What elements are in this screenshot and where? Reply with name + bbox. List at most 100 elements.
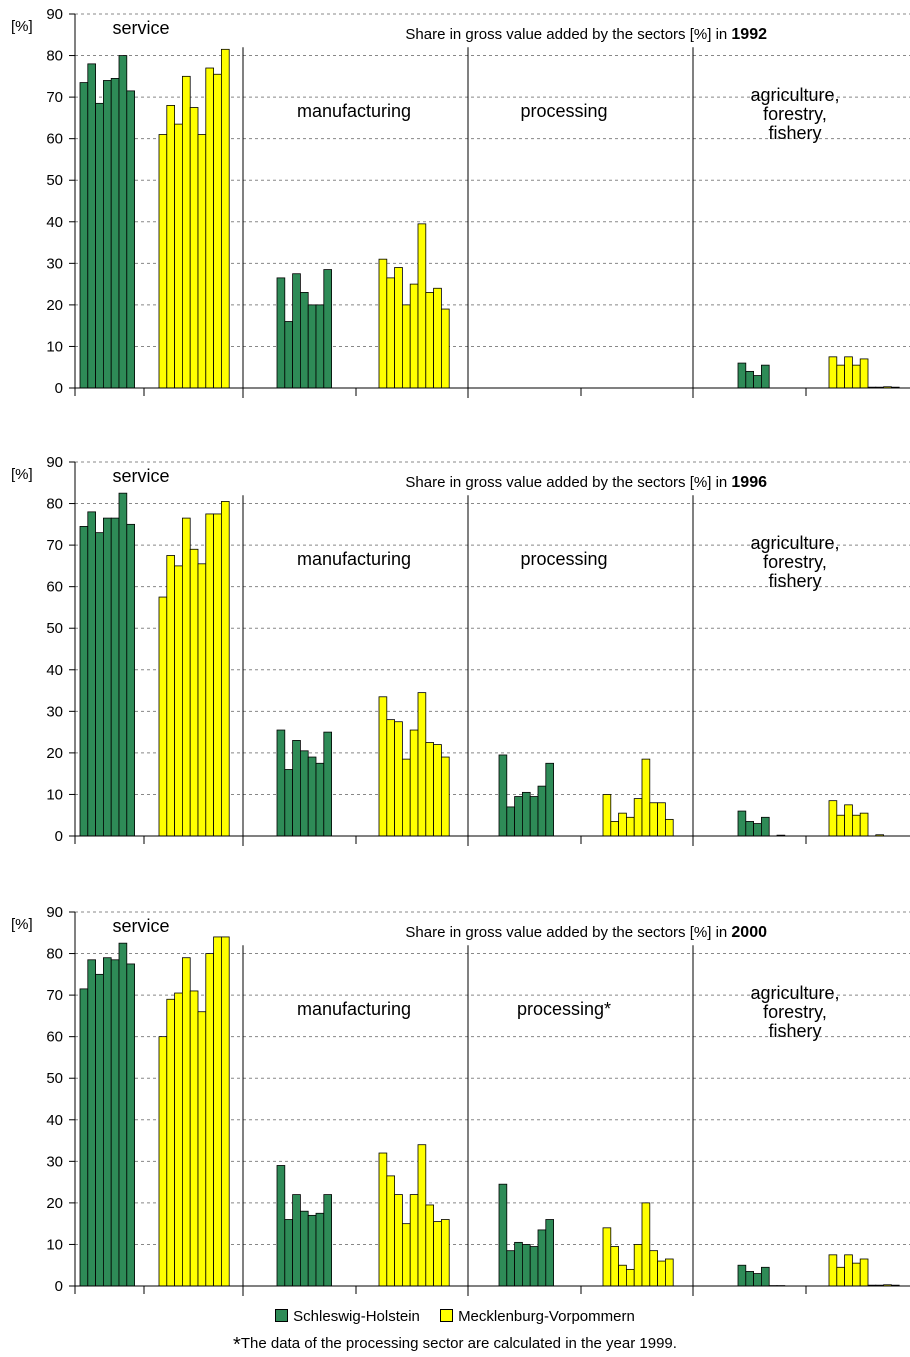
bar-mecklenburg-vorpommern <box>395 1195 403 1286</box>
bar-schleswig-holstein <box>103 80 111 388</box>
bar-mecklenburg-vorpommern <box>603 794 611 836</box>
sector-label: fishery <box>768 571 821 591</box>
bar-schleswig-holstein <box>738 1265 746 1286</box>
y-tick-label: 70 <box>46 537 63 554</box>
bar-mecklenburg-vorpommern <box>167 999 175 1286</box>
bar-mecklenburg-vorpommern <box>634 1244 642 1286</box>
bar-schleswig-holstein <box>293 1195 301 1286</box>
y-tick-label: 20 <box>46 297 63 314</box>
bar-mecklenburg-vorpommern <box>852 815 860 836</box>
y-tick-label: 60 <box>46 579 63 596</box>
bar-schleswig-holstein <box>96 974 104 1286</box>
y-tick-label: 70 <box>46 89 63 106</box>
bar-schleswig-holstein <box>316 305 324 388</box>
bar-mecklenburg-vorpommern <box>434 288 442 388</box>
bar-schleswig-holstein <box>127 524 135 836</box>
bar-schleswig-holstein <box>308 305 316 388</box>
bar-mecklenburg-vorpommern <box>837 815 845 836</box>
bar-mecklenburg-vorpommern <box>214 74 222 388</box>
bar-mecklenburg-vorpommern <box>418 693 426 836</box>
bar-mecklenburg-vorpommern <box>410 284 418 388</box>
bar-mecklenburg-vorpommern <box>167 556 175 837</box>
y-tick-label: 50 <box>46 620 63 637</box>
bar-schleswig-holstein <box>522 1244 530 1286</box>
bar-schleswig-holstein <box>538 1230 546 1286</box>
sector-label: manufacturing <box>297 549 411 569</box>
bar-mecklenburg-vorpommern <box>175 124 183 388</box>
bar-mecklenburg-vorpommern <box>626 1269 634 1286</box>
y-tick-label: 90 <box>46 6 63 23</box>
bar-schleswig-holstein <box>111 78 119 388</box>
bar-mecklenburg-vorpommern <box>426 1205 434 1286</box>
y-tick-label: 0 <box>55 828 63 845</box>
chart-title: Share in gross value added by the sector… <box>405 26 767 43</box>
bar-mecklenburg-vorpommern <box>658 1261 666 1286</box>
legend-swatch-yellow <box>440 1309 453 1322</box>
bar-mecklenburg-vorpommern <box>434 1222 442 1286</box>
legend-item-schleswig-holstein: Schleswig-Holstein <box>275 1308 420 1325</box>
bar-mecklenburg-vorpommern <box>829 357 837 388</box>
bar-schleswig-holstein <box>515 1242 523 1286</box>
bar-schleswig-holstein <box>738 811 746 836</box>
bar-schleswig-holstein <box>507 1251 515 1286</box>
y-tick-label: 90 <box>46 904 63 921</box>
bar-mecklenburg-vorpommern <box>221 49 229 388</box>
bar-mecklenburg-vorpommern <box>860 359 868 388</box>
bar-mecklenburg-vorpommern <box>418 224 426 388</box>
bar-schleswig-holstein <box>80 83 88 388</box>
bar-mecklenburg-vorpommern <box>198 564 206 836</box>
bar-mecklenburg-vorpommern <box>175 566 183 836</box>
bar-schleswig-holstein <box>754 376 762 388</box>
bar-schleswig-holstein <box>103 518 111 836</box>
bar-schleswig-holstein <box>277 730 285 836</box>
bar-mecklenburg-vorpommern <box>379 697 387 836</box>
bar-schleswig-holstein <box>738 363 746 388</box>
bar-schleswig-holstein <box>538 786 546 836</box>
bar-mecklenburg-vorpommern <box>182 76 190 388</box>
bar-mecklenburg-vorpommern <box>159 597 167 836</box>
y-tick-label: 20 <box>46 745 63 762</box>
bar-schleswig-holstein <box>530 1247 538 1286</box>
bar-mecklenburg-vorpommern <box>410 730 418 836</box>
bar-mecklenburg-vorpommern <box>402 305 410 388</box>
sector-label: forestry, <box>763 1002 827 1022</box>
legend-item-mecklenburg-vorpommern: Mecklenburg-Vorpommern <box>440 1308 635 1325</box>
sector-label: processing <box>520 549 607 569</box>
bar-mecklenburg-vorpommern <box>206 68 214 388</box>
y-tick-label: 50 <box>46 1070 63 1087</box>
bar-schleswig-holstein <box>308 1215 316 1286</box>
bar-mecklenburg-vorpommern <box>221 501 229 836</box>
bar-mecklenburg-vorpommern <box>182 958 190 1286</box>
y-tick-label: 70 <box>46 987 63 1004</box>
bar-mecklenburg-vorpommern <box>845 357 853 388</box>
y-tick-label: 0 <box>55 380 63 397</box>
y-tick-label: 20 <box>46 1195 63 1212</box>
bar-schleswig-holstein <box>96 533 104 836</box>
y-axis-label: [%] <box>11 18 33 35</box>
bar-mecklenburg-vorpommern <box>845 1255 853 1286</box>
bar-schleswig-holstein <box>754 1274 762 1286</box>
legend-label: Mecklenburg-Vorpommern <box>458 1308 635 1325</box>
y-tick-label: 0 <box>55 1278 63 1295</box>
bar-mecklenburg-vorpommern <box>626 817 634 836</box>
bar-mecklenburg-vorpommern <box>426 743 434 837</box>
y-tick-label: 10 <box>46 1236 63 1253</box>
bar-mecklenburg-vorpommern <box>642 759 650 836</box>
bar-schleswig-holstein <box>316 763 324 836</box>
bar-mecklenburg-vorpommern <box>860 1259 868 1286</box>
bar-schleswig-holstein <box>88 512 96 836</box>
bar-schleswig-holstein <box>277 278 285 388</box>
bar-mecklenburg-vorpommern <box>418 1145 426 1286</box>
bar-mecklenburg-vorpommern <box>387 278 395 388</box>
y-tick-label: 40 <box>46 1112 63 1129</box>
bar-schleswig-holstein <box>522 792 530 836</box>
bar-mecklenburg-vorpommern <box>198 1012 206 1286</box>
bar-mecklenburg-vorpommern <box>852 365 860 388</box>
bar-schleswig-holstein <box>111 518 119 836</box>
sector-label: fishery <box>768 123 821 143</box>
sector-label: forestry, <box>763 104 827 124</box>
bar-mecklenburg-vorpommern <box>206 514 214 836</box>
bar-mecklenburg-vorpommern <box>395 722 403 836</box>
bar-mecklenburg-vorpommern <box>665 1259 673 1286</box>
